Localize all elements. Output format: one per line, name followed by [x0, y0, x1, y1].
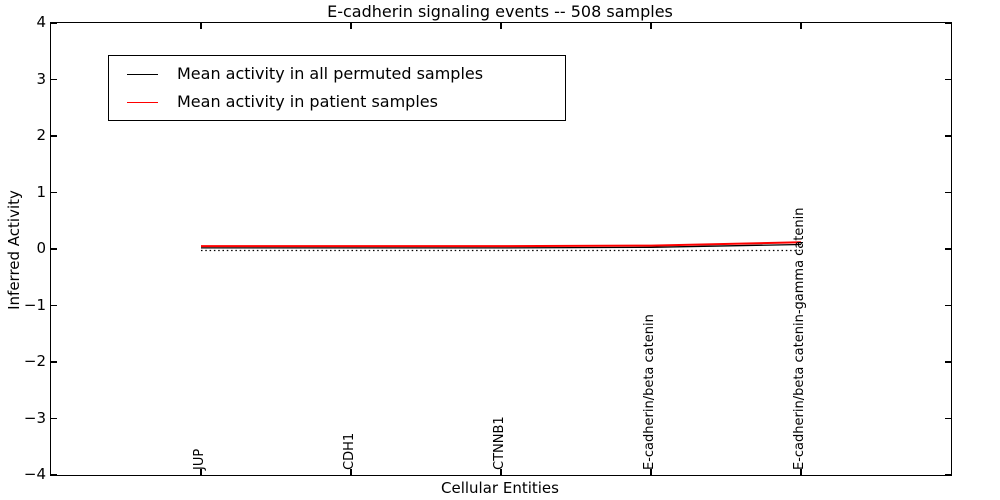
- x-tick-label: E-cadherin/beta catenin-gamma catenin: [792, 207, 807, 470]
- y-tick-left: [51, 417, 57, 420]
- y-tick-right: [945, 304, 951, 307]
- x-tick-bottom: [350, 469, 352, 475]
- series-line-1: [201, 241, 802, 248]
- y-tick-right: [945, 78, 951, 81]
- y-tick-left: [51, 304, 57, 307]
- y-tick-right: [945, 22, 951, 24]
- y-tick-left: [51, 361, 57, 363]
- y-tick-right: [945, 135, 951, 137]
- x-tick-bottom: [800, 469, 802, 475]
- x-tick-top: [350, 23, 352, 29]
- legend-row: Mean activity in patient samples: [109, 91, 565, 113]
- y-tick-label: 1: [36, 182, 46, 201]
- legend-label: Mean activity in all permuted samples: [177, 64, 484, 83]
- x-tick-bottom: [650, 469, 652, 475]
- series-line-0: [201, 243, 802, 249]
- y-tick-label: −2: [23, 352, 46, 370]
- y-tick-left: [51, 22, 57, 24]
- y-tick-right: [945, 248, 951, 250]
- plot-area: Mean activity in all permuted samples Mea…: [50, 22, 952, 476]
- y-tick-label: 3: [36, 69, 46, 88]
- y-tick-label: −1: [23, 295, 46, 314]
- x-axis-label: Cellular Entities: [441, 479, 559, 497]
- x-tick-bottom: [500, 469, 502, 475]
- y-tick-left: [51, 135, 57, 137]
- y-tick-left: [51, 248, 57, 250]
- legend-line-sample: [127, 101, 158, 103]
- x-tick-top: [500, 23, 502, 29]
- y-tick-label: 0: [36, 239, 46, 257]
- chart-title: E-cadherin signaling events -- 508 sampl…: [327, 2, 673, 21]
- legend-row: Mean activity in all permuted samples: [109, 63, 565, 85]
- y-tick-label: −4: [23, 465, 46, 483]
- legend: Mean activity in all permuted samples Mea…: [108, 55, 566, 121]
- y-tick-left: [51, 474, 57, 476]
- x-tick-top: [650, 23, 652, 29]
- y-tick-right: [945, 361, 951, 363]
- y-tick-label: 2: [36, 126, 46, 144]
- x-tick-label: E-cadherin/beta catenin: [642, 314, 657, 470]
- y-tick-right: [945, 474, 951, 476]
- series-canvas: [201, 241, 802, 252]
- legend-label: Mean activity in patient samples: [177, 92, 438, 111]
- y-tick-left: [51, 78, 57, 81]
- y-tick-label: 4: [36, 13, 46, 31]
- y-tick-right: [945, 417, 951, 420]
- x-tick-label: CTNNB1: [492, 416, 507, 470]
- y-tick-right: [945, 191, 951, 194]
- y-tick-label: −3: [23, 408, 46, 427]
- x-tick-top: [200, 23, 202, 29]
- x-tick-bottom: [200, 469, 202, 475]
- x-tick-label: JUP: [192, 448, 207, 470]
- x-tick-top: [800, 23, 802, 29]
- y-tick-left: [51, 191, 57, 194]
- legend-line-sample: [127, 73, 158, 75]
- x-tick-label: CDH1: [342, 432, 357, 470]
